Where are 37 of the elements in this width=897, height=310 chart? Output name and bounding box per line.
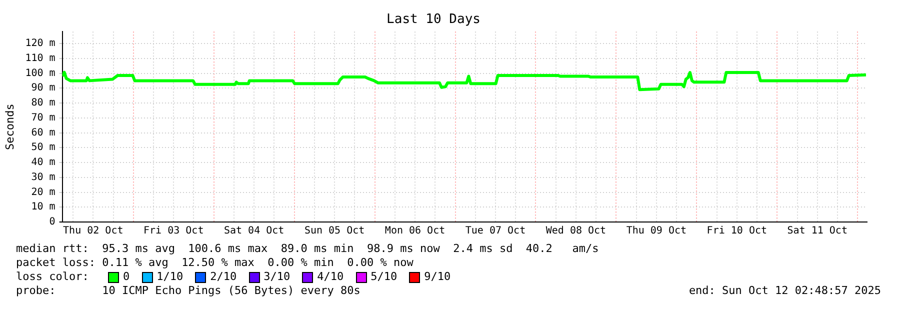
x-tick-label: Thu 02 Oct bbox=[63, 226, 124, 237]
text: median rtt: 95.3 ms avg 100.6 ms max 89.0 ms min 98.9 ms now 2.4 ms sd 40.2 am/s bbox=[16, 242, 599, 255]
text: 0 bbox=[123, 270, 130, 283]
y-tick-label: 80 m bbox=[31, 98, 56, 109]
chart-title: Last 10 Days bbox=[386, 12, 480, 28]
y-tick-label: 60 m bbox=[31, 127, 56, 138]
y-tick-label: 30 m bbox=[31, 172, 56, 183]
x-tick-label: Wed 08 Oct bbox=[546, 226, 606, 237]
y-axis-title: Seconds bbox=[3, 104, 16, 150]
text: end: Sun Oct 12 02:48:57 2025 bbox=[688, 284, 881, 297]
x-tick-label: Sat 04 Oct bbox=[224, 226, 284, 237]
x-tick-label: Fri 03 Oct bbox=[144, 226, 204, 237]
x-tick-label: Sun 05 Oct bbox=[304, 226, 365, 237]
text: 9/10 bbox=[424, 270, 451, 283]
y-tick-label: 100 m bbox=[25, 68, 56, 79]
text: 1/10 bbox=[156, 270, 184, 283]
text: 5/10 bbox=[370, 270, 398, 283]
x-tick-label: Tue 07 Oct bbox=[465, 226, 526, 237]
text: loss color: bbox=[16, 270, 89, 283]
y-tick-label: 70 m bbox=[31, 112, 56, 124]
x-tick-label: Fri 10 Oct bbox=[706, 226, 768, 237]
y-tick-label: 20 m bbox=[31, 186, 56, 198]
text: 4/10 bbox=[317, 270, 344, 283]
y-tick-label: 120 m bbox=[25, 38, 56, 50]
text: probe: 10 ICMP Echo Pings (56 Bytes) every 80s bbox=[16, 284, 360, 297]
y-tick-label: 0 bbox=[49, 216, 56, 228]
x-tick-label: Mon 06 Oct bbox=[384, 226, 446, 237]
text: 3/10 bbox=[264, 270, 290, 283]
y-tick-label: 40 m bbox=[31, 157, 56, 168]
y-tick-label: 90 m bbox=[31, 82, 56, 94]
y-tick-label: 10 m bbox=[31, 202, 56, 213]
y-tick-label: 50 m bbox=[31, 142, 56, 154]
x-tick-label: Sat 11 Oct bbox=[787, 226, 848, 237]
x-tick-label: Thu 09 Oct bbox=[626, 226, 687, 237]
text: packet loss: 0.11 % avg 12.50 % max 0.00 % min 0.00 % now bbox=[16, 256, 414, 269]
text: 2/10 bbox=[210, 270, 237, 283]
y-tick-label: 110 m bbox=[25, 52, 56, 64]
